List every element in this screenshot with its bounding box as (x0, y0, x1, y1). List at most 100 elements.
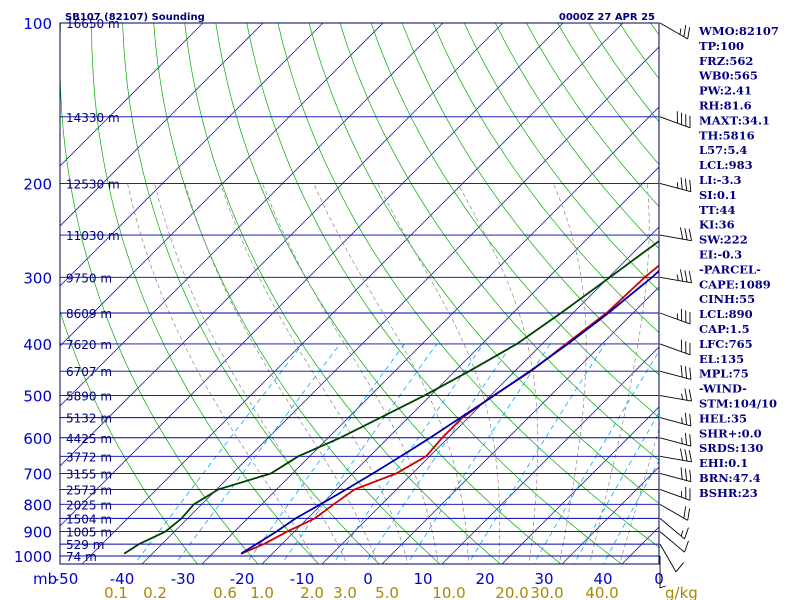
wind-barb-flag (684, 540, 689, 553)
height-label: 2573 m (66, 483, 112, 497)
wind-barb (659, 531, 689, 553)
isotherm-line (60, 23, 324, 287)
dry-adiabat-line (246, 23, 623, 564)
wind-barb (659, 467, 692, 483)
wind-barb-flag (684, 412, 688, 425)
wind-barb-flag (680, 365, 683, 378)
wind-barb (659, 365, 692, 380)
index-entry: SI:0.1 (699, 188, 737, 202)
mixing-ratio-line (573, 411, 659, 564)
index-entry: LFC:765 (699, 337, 753, 351)
moist-adiabat-line (589, 183, 650, 564)
mixing-ratio-tick-label: 2.0 (300, 584, 324, 600)
wind-barb-staff (659, 395, 692, 402)
wind-barb (659, 269, 692, 284)
wind-barb (659, 543, 684, 573)
isotherm-line (561, 466, 659, 564)
pressure-tick-label: 500 (23, 388, 52, 406)
dry-adiabat-line (339, 23, 659, 461)
index-entry: SW:222 (699, 233, 748, 247)
wind-barb-staff (659, 22, 688, 40)
temperature-tick-label: -50 (54, 570, 79, 588)
index-entry: LCL:890 (699, 307, 753, 321)
dry-adiabat-line (494, 23, 659, 249)
mixing-ratio-tick-label: 1.0 (250, 584, 274, 600)
sounding-trace-0 (240, 264, 659, 555)
dry-adiabat-line (775, 23, 800, 567)
wind-barb-flag (659, 585, 666, 589)
sounding-trace-1 (123, 239, 659, 555)
index-entry: HEL:35 (699, 411, 747, 425)
wind-barb-flag (681, 393, 684, 400)
index-entry: LI:-3.3 (699, 173, 742, 187)
dry-adiabat-line (277, 23, 659, 548)
height-label: 7620 m (66, 338, 112, 352)
index-entry: BRN:47.4 (699, 471, 761, 485)
wind-barb-staff (659, 531, 685, 553)
background-grid (60, 23, 800, 567)
height-label: 11030 m (66, 229, 120, 243)
dry-adiabat-line (401, 23, 659, 376)
height-label: 3155 m (66, 467, 112, 481)
wind-barb-flag (676, 182, 679, 189)
dry-adiabat-line (432, 23, 659, 334)
dry-adiabat-line (153, 23, 441, 564)
wind-barb-flag (675, 562, 684, 573)
isobar-lines (60, 22, 659, 557)
mixing-ratio-line (533, 350, 659, 564)
mixing-ratio-line (332, 343, 484, 564)
wind-barb-staff (659, 370, 692, 380)
index-entry: MAXT:34.1 (699, 113, 770, 127)
wind-barb (659, 177, 692, 193)
wind-barb-flag (676, 274, 679, 281)
index-entry: PW:2.41 (699, 84, 752, 98)
wind-barb (659, 503, 691, 521)
dry-adiabat-line (60, 23, 259, 564)
wind-barb-staff (659, 276, 692, 284)
mixing-ratio-line (174, 343, 341, 564)
wind-barb-staff (659, 343, 691, 356)
temperature-tick-label: -40 (110, 570, 135, 588)
wind-barb-flag (679, 28, 682, 35)
pressure-tick-label: 300 (23, 269, 52, 287)
wind-barb-staff (659, 116, 691, 129)
wind-barb-staff (659, 455, 692, 463)
mixing-ratio-line (406, 343, 551, 564)
pressure-axis: 100 200 300 400 500 600 700 800 900 1000 (14, 15, 52, 566)
wind-barb-flag (683, 24, 687, 37)
wind-barb-flag (684, 527, 689, 540)
height-label: 9750 m (66, 271, 112, 285)
wind-barb-flag (688, 228, 692, 241)
height-label: 5132 m (66, 412, 112, 426)
isotherm-line (60, 23, 504, 467)
temperature-axis: mb-50 -40 -30 -20 -10 0 10 20 30 40 0 (33, 570, 664, 588)
mixing-ratio-line (134, 343, 304, 564)
pressure-unit-label: mb (33, 570, 57, 588)
height-label: 4425 m (66, 432, 112, 446)
chart-date: 0000Z 27 APR 25 (559, 12, 655, 23)
mixing-ratio-line (602, 460, 659, 564)
dry-adiabat-line (526, 23, 659, 207)
dry-adiabat-line (91, 23, 320, 564)
sounding-traces (123, 239, 659, 555)
height-label: 74 m (66, 550, 97, 564)
wind-barb-flag (680, 448, 684, 461)
mixing-ratio-line (467, 343, 606, 564)
wind-barb-flag (683, 506, 687, 519)
index-entry: TP:100 (699, 39, 744, 53)
wind-barb-staff (659, 488, 691, 501)
wind-barb-flag (684, 228, 688, 240)
wind-barb-staff (659, 417, 692, 427)
wind-barb (659, 412, 692, 427)
height-label: 12530 m (66, 177, 120, 191)
height-label: 529 m (66, 538, 104, 552)
wind-barb-flag (680, 177, 683, 190)
moist-adiabat-line (127, 183, 318, 564)
index-entry: BSHR:23 (699, 486, 758, 500)
wind-barb (659, 448, 692, 463)
mixing-ratio-axis: 0.1 0.2 0.6 1.0 2.0 3.0 5.0 10.0 20.0 30.0 40.0 g/k… (104, 584, 698, 600)
dry-adiabat-line (215, 23, 562, 564)
wind-barb-flag (689, 413, 692, 426)
dry-adiabat-line (184, 23, 501, 564)
